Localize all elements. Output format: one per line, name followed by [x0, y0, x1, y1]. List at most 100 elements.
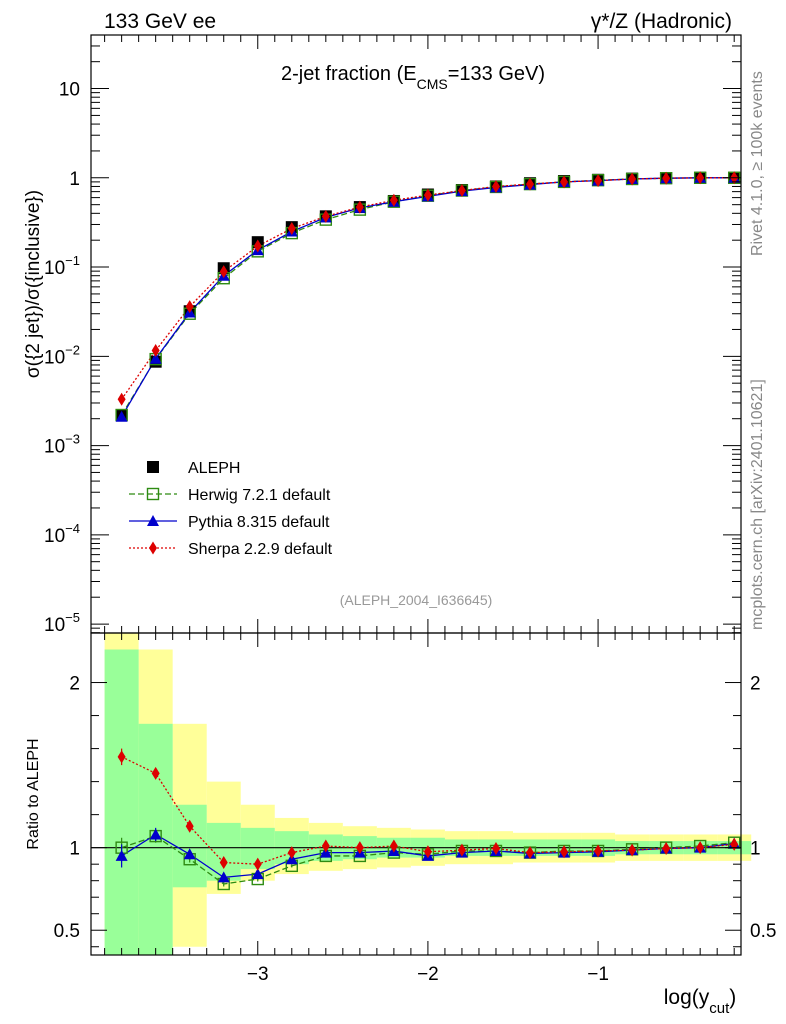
- x-tick-label: −1: [587, 964, 609, 985]
- ratio-point-3-15: [628, 843, 637, 857]
- data-point-3-9: [423, 188, 432, 202]
- ratio-point-3-16: [662, 841, 671, 855]
- ratio-point-3-11: [491, 841, 500, 855]
- ratio-y-tick-label-right: 2: [750, 674, 761, 695]
- chart-title-sub: CMS: [417, 76, 448, 92]
- legend-marker-2: [147, 515, 159, 526]
- data-point-2-0: [115, 410, 128, 422]
- header-right-label: γ*/Z (Hadronic): [591, 10, 732, 33]
- ratio-point-3-5: [287, 846, 296, 860]
- ratio-y-axis-title: Ratio to ALEPH: [25, 738, 42, 849]
- data-point-3-4: [253, 239, 262, 253]
- data-point-3-0: [117, 392, 126, 406]
- y-tick-label-exp: −1: [65, 253, 80, 268]
- ratio-y-tick-label-left: 1: [69, 839, 80, 860]
- y-tick-label: 10: [59, 80, 80, 101]
- y-tick-label-exp: −3: [65, 432, 80, 447]
- series-line-main-2: [121, 177, 735, 418]
- uncertainty-bands: [91, 633, 752, 955]
- ratio-point-3-8: [389, 839, 398, 853]
- ratio-point-3-0: [117, 750, 126, 764]
- ratio-point-3-12: [526, 846, 535, 860]
- ratio-point-3-7: [355, 841, 364, 855]
- y-tick-label-base: 1: [69, 169, 80, 190]
- analysis-watermark: (ALEPH_2004_I636645): [340, 592, 493, 608]
- band-inner-bin: [104, 649, 139, 955]
- y-tick-label: 10−2: [44, 342, 80, 368]
- y-tick-label-exp: −4: [65, 521, 80, 536]
- y-tick-label: 10−3: [44, 432, 80, 458]
- y-tick-label: 10−5: [44, 610, 80, 636]
- ratio-point-2-0: [115, 849, 128, 861]
- y-tick-label-exp: −5: [65, 610, 80, 625]
- legend-label-3: Sherpa 2.2.9 default: [188, 541, 333, 558]
- ratio-point-2-3: [217, 871, 230, 883]
- legend-marker-1: [146, 487, 160, 501]
- data-point-3-7: [355, 200, 364, 214]
- x-axis-title-tail: ): [729, 986, 736, 1009]
- ratio-panel-frame: [90, 632, 742, 956]
- data-point-3-17: [696, 171, 705, 185]
- y-tick-label-exp: −2: [65, 342, 80, 357]
- chart-title-main: 2-jet fraction (E: [281, 63, 417, 85]
- x-tick-label: −3: [247, 964, 269, 985]
- ratio-point-3-13: [560, 845, 569, 859]
- data-point-3-14: [594, 174, 603, 188]
- y-tick-label: 10−4: [44, 521, 80, 547]
- ratio-point-3-10: [457, 843, 466, 857]
- band-inner-bin: [172, 804, 207, 888]
- ratio-point-3-2: [185, 819, 194, 833]
- ratio-point-3-6: [321, 839, 330, 853]
- legend: ALEPH Herwig 7.2.1 default Pythia 8.315 de…: [129, 460, 333, 558]
- ratio-y-tick-label-left: 2: [69, 674, 80, 695]
- ratio-point-3-3: [219, 856, 228, 870]
- rivet-label: Rivet 4.1.0, ≥ 100k events: [749, 71, 766, 256]
- legend-label-1: Herwig 7.2.1 default: [188, 487, 331, 504]
- ratio-point-2-4: [251, 868, 264, 880]
- data-point-3-16: [662, 171, 671, 185]
- ratio-point-3-17: [696, 841, 705, 855]
- y-tick-label: 10−1: [44, 253, 80, 279]
- ratio-y-tick-label-left: 0.5: [54, 921, 80, 942]
- legend-label-2: Pythia 8.315 default: [188, 514, 330, 531]
- ratio-point-3-1: [151, 766, 160, 780]
- ratio-point-3-9: [423, 845, 432, 859]
- x-axis-title-sub: cut: [709, 1000, 730, 1017]
- y-tick-label: 1: [69, 169, 80, 190]
- y-tick-label-base: 10: [44, 526, 65, 547]
- y-tick-label-base: 10: [44, 437, 65, 458]
- x-tick-label: −2: [417, 964, 439, 985]
- legend-marker-3: [149, 541, 157, 555]
- y-axis-title: σ({2 jet})/σ({inclusive}): [23, 190, 44, 378]
- data-point-3-15: [628, 172, 637, 186]
- y-tick-label-base: 10: [44, 347, 65, 368]
- data-point-3-11: [491, 179, 500, 193]
- ratio-point-2-2: [183, 848, 196, 860]
- x-axis-title: log(ycut): [664, 986, 737, 1017]
- data-point-3-8: [389, 193, 398, 207]
- legend-label-0: ALEPH: [188, 460, 240, 477]
- ratio-point-2-1: [149, 828, 162, 840]
- data-point-3-12: [526, 177, 535, 191]
- data-point-3-10: [457, 184, 466, 198]
- chart-title-tail: =133 GeV): [448, 63, 545, 85]
- x-axis-title-main: log(y: [664, 986, 710, 1009]
- data-point-3-2: [185, 300, 194, 314]
- header-left-label: 133 GeV ee: [104, 10, 216, 33]
- ratio-y-tick-label-right: 0.5: [750, 921, 776, 942]
- legend-marker-0: [147, 461, 159, 473]
- ratio-point-3-14: [594, 844, 603, 858]
- data-point-3-1: [151, 344, 160, 358]
- y-tick-label-base: 10: [44, 258, 65, 279]
- y-tick-label-base: 10: [44, 615, 65, 636]
- chart-title: 2-jet fraction (ECMS=133 GeV): [281, 63, 545, 92]
- series-line-main-1: [121, 177, 735, 416]
- data-point-2-1: [149, 352, 162, 364]
- axes: [90, 34, 742, 956]
- data-point-3-5: [287, 222, 296, 236]
- series-markers: [115, 171, 741, 891]
- mcplots-label: mcplots.cern.ch [arXiv:2401.10621]: [749, 379, 766, 630]
- ratio-point-3-4: [253, 857, 262, 871]
